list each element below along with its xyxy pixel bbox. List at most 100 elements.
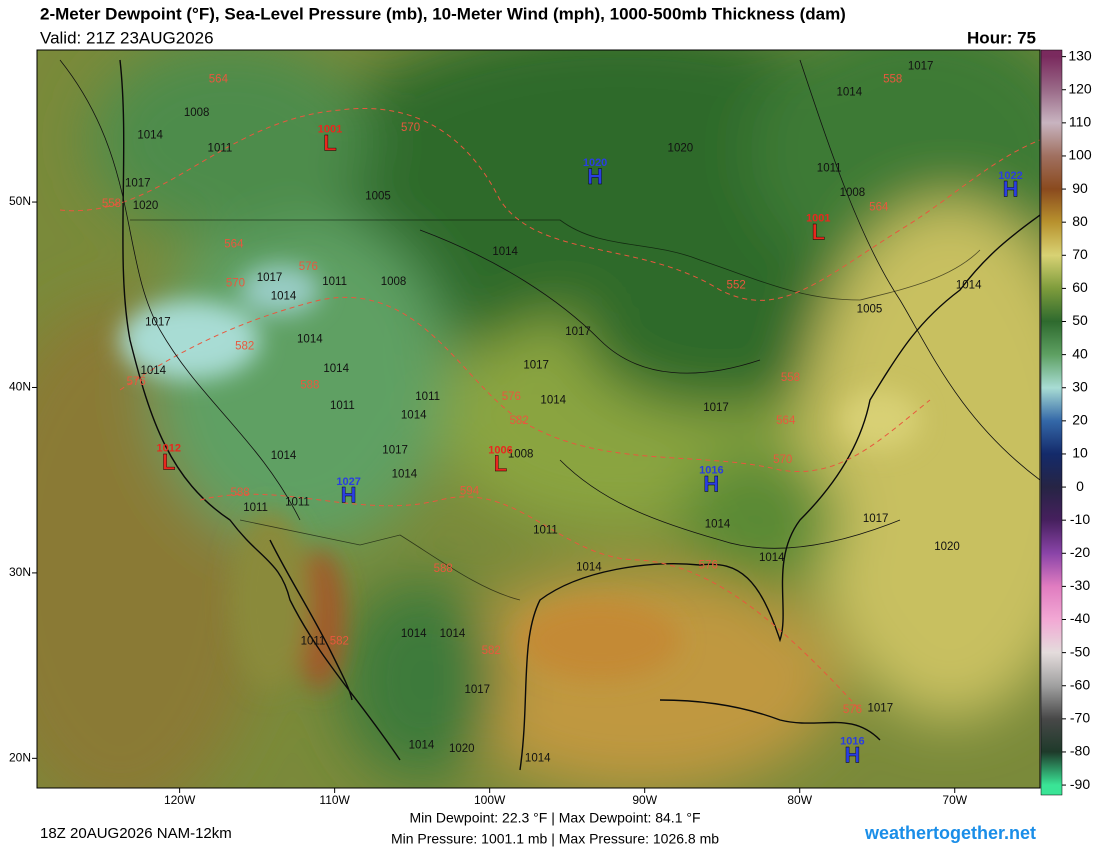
isobar-label: 1011 [322,276,347,288]
model-run: 18Z 20AUG2026 NAM-12km [40,825,232,842]
contour-labels: 1008 1014 1011 1017 1020 1005 1020 1014 1017 1014… [102,61,1023,768]
colorbar-tick-label: 0 [1076,478,1084,494]
thickness-label: 576 [127,376,146,388]
isobar-label: 1017 [523,359,549,371]
dewpoint-stats: Min Dewpoint: 22.3 °F | Max Dewpoint: 84… [409,810,700,826]
isobar-label: 1014 [409,739,435,751]
isobar-label: 1014 [492,246,518,258]
thickness-label: 588 [434,563,453,575]
isobar-label: 1017 [868,702,894,714]
thickness-label: 570 [226,278,245,290]
colorbar-tick-label: 40 [1072,345,1088,361]
pressure-center-letter: H [844,742,860,767]
isobar-label: 1014 [297,333,323,345]
isobar-label: 1017 [382,445,408,457]
thickness-label: 576 [299,261,318,273]
thickness-label: 564 [224,239,244,251]
colorbar-tick-label: -80 [1070,743,1090,759]
colorbar-tick-label: -50 [1070,643,1090,659]
isobar-label: 1014 [271,450,297,462]
y-tick-label: 40N [9,380,31,394]
pressure-center-value: 1001 [318,123,342,135]
colorbar-tick-label: 20 [1072,412,1088,428]
isobar-label: 1011 [415,391,440,403]
colorbar-tick-label: 110 [1069,114,1092,130]
pressure-center-letter: L [812,219,825,244]
thickness-label: 582 [482,645,501,657]
pressure-stats: Min Pressure: 1001.1 mb | Max Pressure: … [391,831,719,847]
isobar-label: 1017 [908,61,934,73]
colorbar-tick-label: 50 [1072,312,1088,328]
thickness-label: 594 [460,485,480,497]
thickness-label: 558 [781,372,800,384]
thickness-label: 582 [330,636,349,648]
isobar-label: 1014 [956,280,982,292]
thickness-label: 576 [502,391,521,403]
x-tick-label: 90W [632,793,657,807]
isobar-label: 1014 [540,394,566,406]
isobar-label: 1017 [464,684,490,696]
x-tick-label: 100W [474,793,506,807]
isobar-label: 1020 [449,743,475,755]
isobar-label: 1011 [208,142,233,154]
colorbar-tick-label: -40 [1070,610,1090,626]
pressure-center-letter: H [1003,177,1019,202]
isobar-label: 1011 [330,400,355,412]
isobar-label: 1011 [533,524,558,536]
isobar-label: 1005 [857,304,883,316]
thickness-label: 558 [883,74,902,86]
isobar-label: 1014 [401,628,427,640]
colorbar-tick-label: 120 [1068,80,1092,96]
thickness-label: 552 [727,280,746,292]
thickness-label: 570 [773,454,792,466]
x-tick-label: 120W [164,793,196,807]
isobar-label: 1017 [145,317,171,329]
thickness-label: 582 [510,415,529,427]
isobar-label: 1011 [817,163,842,175]
thickness-label: 564 [776,415,796,427]
isobar-label: 1005 [365,191,391,203]
map-field: 1008 1014 1011 1017 1020 1005 1020 1014 1017 1014… [37,50,1040,788]
isobar-label: 1014 [440,628,466,640]
source: weathertogether.net [864,823,1036,843]
isobar-label: 1014 [140,365,166,377]
isobar-label: 1014 [392,469,418,481]
colorbar-tick-label: -20 [1070,544,1090,560]
valid-time: Valid: 21Z 23AUG2026 [40,28,214,47]
isobar-label: 1014 [705,519,731,531]
colorbar-tick-label: 100 [1068,147,1092,163]
isobar-label: 1020 [934,541,960,553]
coastlines [119,59,1040,771]
pressure-center-letter: H [341,483,357,508]
x-tick-label: 110W [319,793,350,807]
isobar-label: 1014 [271,291,297,303]
forecast-hour: Hour: 75 [967,28,1036,47]
colorbar-tick-label: 30 [1072,378,1088,394]
colorbar-tick-label: -10 [1070,511,1090,527]
y-tick-label: 20N [9,751,31,765]
isobar-label: 1014 [525,752,551,764]
pressure-center-value: 1001 [806,212,830,224]
colorbar-tick-label: -70 [1070,710,1090,726]
pressure-center-letter: L [323,130,336,155]
isobar-label: 1008 [184,107,210,119]
isobar-label: 1017 [125,178,151,190]
isobar-label: 1020 [668,142,694,154]
isobar-label: 1017 [257,272,283,284]
thickness-label: 576 [843,704,862,716]
thickness-label: 570 [401,122,420,134]
pressure-center-letter: H [587,164,603,189]
isobar-label: 1008 [508,448,534,460]
isobar-label: 1017 [565,326,591,338]
isobar-label: 1014 [401,409,427,421]
thickness-label: 588 [230,487,249,499]
pressure-center-value: 1020 [583,157,607,169]
isobar-label: 1011 [243,502,268,514]
map-frame [36,49,1041,789]
colorbar-tick-label: 80 [1072,213,1088,229]
colorbar-tick-label: 60 [1072,279,1088,295]
isobar-label: 1011 [301,636,326,648]
map-title: 2-Meter Dewpoint (°F), Sea-Level Pressur… [40,4,846,23]
colorbar-tick-label: -30 [1070,577,1090,593]
